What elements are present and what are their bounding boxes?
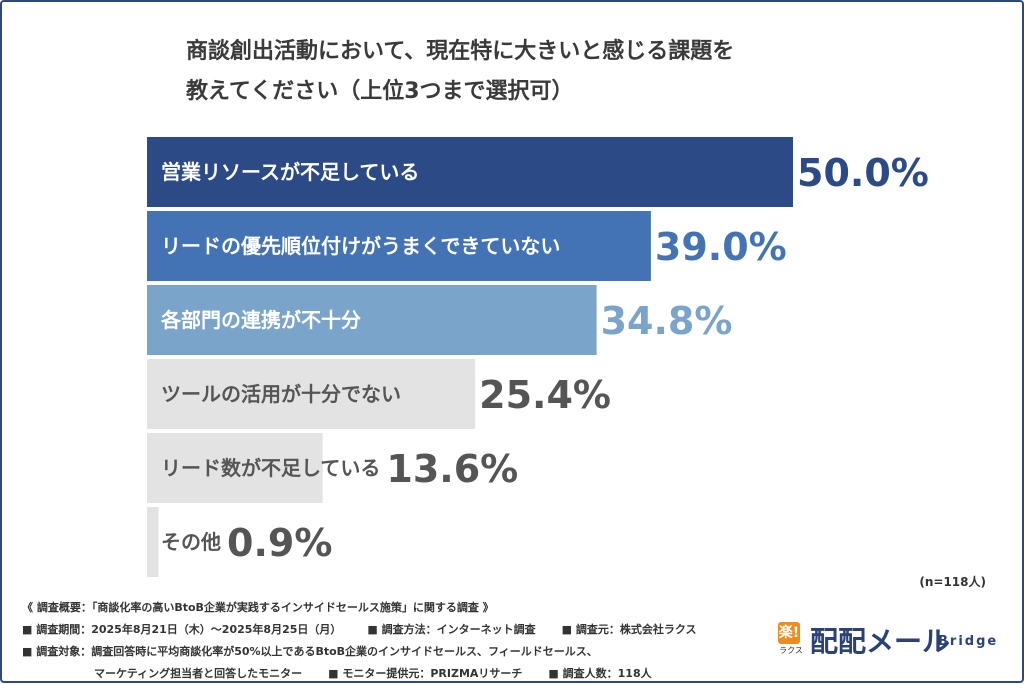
bar-4 <box>147 359 476 429</box>
survey-method: ■ 調査方法：インターネット調査 <box>367 623 536 636</box>
survey-period: ■ 調査期間：2025年8月21日（木）〜2025年8月25日（月） <box>22 623 342 636</box>
value-label-3: 34.8% <box>601 299 733 343</box>
survey-info-row-3: マーケティング担当者と回答したモニター ■ モニター提供元：PRIZMAリサーチ ■… <box>22 663 697 685</box>
chart-title: 商談創出活動において、現在特に大きいと感じる課題を 教えてください（上位3つまで… <box>186 32 906 112</box>
bar-6 <box>147 507 159 577</box>
rakus-badge-text: ラクス <box>779 646 803 655</box>
value-label-5: 13.6% <box>386 447 518 491</box>
survey-summary: 《 調査概要：「商談化率の高いBtoB企業が実践するインサイドセールス施策」に関… <box>22 601 494 614</box>
haihai-mail-logo: 楽! ラクス 配配メール Bridge <box>778 618 1010 662</box>
survey-organizer: ■ 調査元：株式会社ラクス <box>561 623 697 636</box>
title-line-2: 教えてください（上位3つまで選択可） <box>186 79 574 104</box>
survey-count: ■ 調査人数：118人 <box>548 667 652 680</box>
category-label-4: ツールの活用が十分でない <box>161 382 401 406</box>
value-label-4: 25.4% <box>479 373 611 417</box>
category-label-6: その他 <box>161 530 221 554</box>
bar-3 <box>147 285 597 355</box>
survey-target-cont: マーケティング担当者と回答したモニター <box>94 667 303 680</box>
sample-size-note: (n=118人) <box>919 575 986 589</box>
logo-main-text: 配配メール <box>810 625 951 658</box>
rakus-badge-mark: 楽! <box>778 622 800 644</box>
category-label-3: 各部門の連携が不十分 <box>160 308 361 332</box>
category-label-5: リード数が不足している <box>161 456 380 480</box>
survey-info-row-1: ■ 調査期間：2025年8月21日（木）〜2025年8月25日（月） ■ 調査方法… <box>22 619 697 641</box>
value-label-6: 0.9% <box>227 521 332 565</box>
survey-provider: ■ モニター提供元：PRIZMAリサーチ <box>328 667 523 680</box>
value-label-2: 39.0% <box>655 225 787 269</box>
bar-1 <box>147 137 793 207</box>
logo-sub-text: Bridge <box>938 634 999 649</box>
category-label-1: 営業リソースが不足している <box>161 160 419 184</box>
bar-5 <box>147 433 323 503</box>
title-line-1: 商談創出活動において、現在特に大きいと感じる課題を <box>186 39 735 64</box>
rakus-badge: 楽! ラクス <box>778 622 804 656</box>
category-label-2: リードの優先順位付けがうまくできていない <box>161 234 560 258</box>
value-label-1: 50.0% <box>797 151 929 195</box>
bar-2 <box>147 211 651 281</box>
survey-footer: 《 調査概要：「商談化率の高いBtoB企業が実践するインサイドセールス施策」に関… <box>22 597 697 685</box>
survey-target: ■ 調査対象：調査回答時に平均商談化率が50%以上であるBtoB企業のインサイド… <box>22 645 598 658</box>
